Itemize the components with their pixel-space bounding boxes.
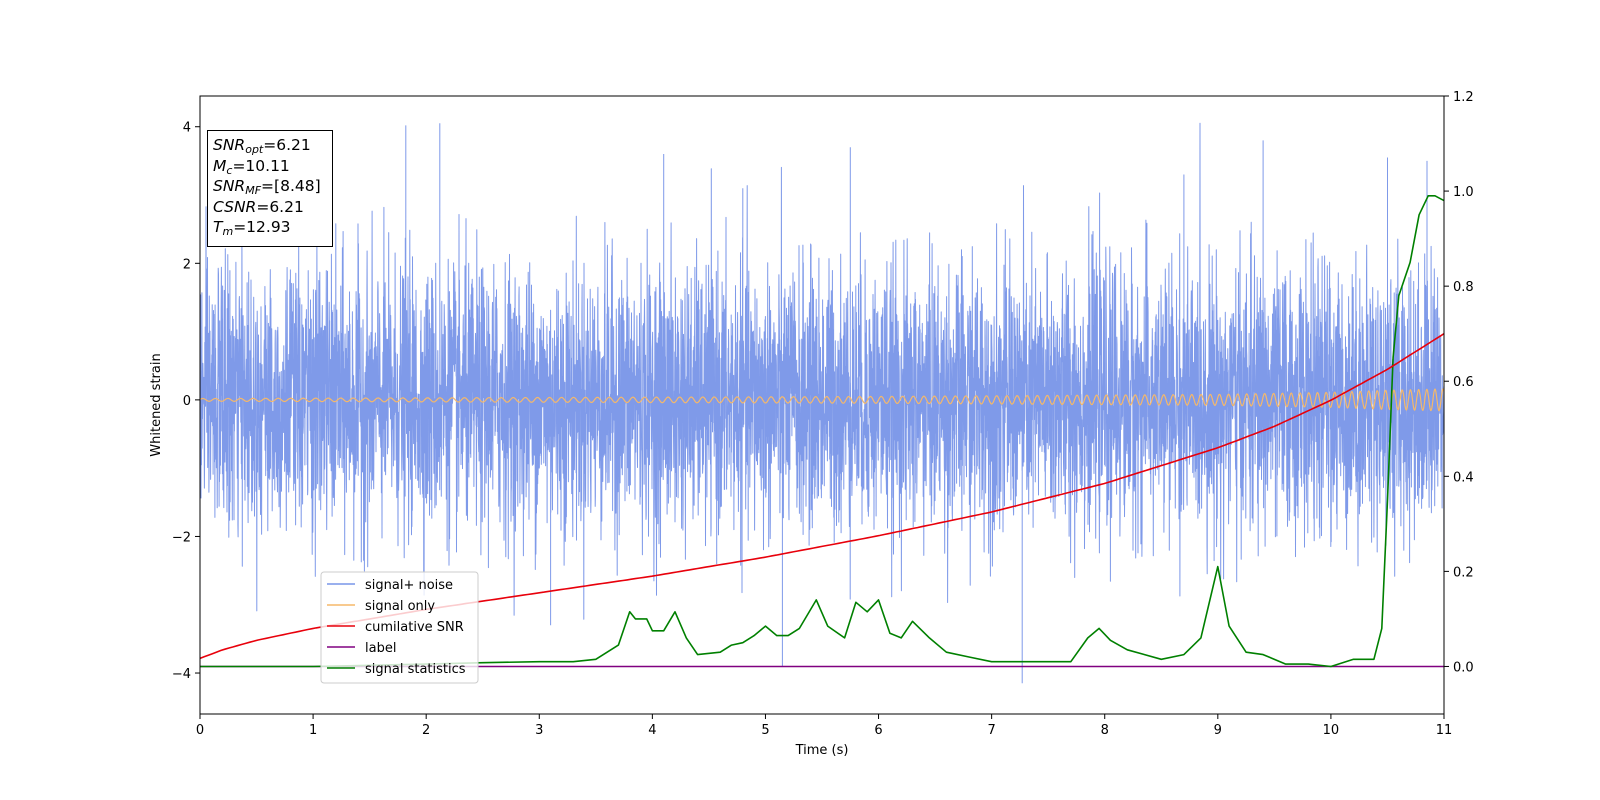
y-axis-left: 4 2 0 −2 −4 <box>172 121 200 682</box>
y-right-tick-label: 0.0 <box>1453 660 1474 675</box>
y-right-tick-label: 0.8 <box>1453 280 1474 295</box>
x-axis-label: Time (s) <box>795 743 849 758</box>
y-axis-label: Whitened strain <box>149 353 164 456</box>
x-tick-label: 11 <box>1436 723 1453 738</box>
legend-label-signal-statistics: signal statistics <box>365 662 466 677</box>
annotation-snr-opt: SNRopt=6.21 <box>213 136 311 156</box>
x-tick-label: 3 <box>535 723 543 738</box>
y-right-tick-label: 1.2 <box>1453 90 1474 105</box>
annotation-box: SNRopt=6.21 Mc=10.11 SNRMF=[8.48] CSNR=6… <box>207 130 333 247</box>
annotation-tm: Tm=12.93 <box>213 218 291 238</box>
x-tick-label: 5 <box>761 723 769 738</box>
y-right-tick-label: 1.0 <box>1453 185 1474 200</box>
x-tick-label: 1 <box>309 723 317 738</box>
y-tick-label: 2 <box>183 257 191 272</box>
x-tick-label: 4 <box>648 723 656 738</box>
annotation-csnr: CSNR=6.21 <box>213 197 304 216</box>
y-axis-right: 1.2 1.0 0.8 0.6 0.4 0.2 0.0 <box>1444 90 1474 675</box>
x-tick-label: 2 <box>422 723 430 738</box>
x-tick-label: 8 <box>1101 723 1109 738</box>
y-tick-label: −2 <box>172 530 191 545</box>
y-tick-label: 4 <box>183 121 191 136</box>
x-tick-label: 9 <box>1214 723 1222 738</box>
annotation-mc: Mc=10.11 <box>213 156 290 177</box>
x-tick-label: 7 <box>987 723 995 738</box>
legend: signal+ noise signal only cumilative SNR… <box>320 571 479 684</box>
axes-frame <box>199 95 1445 715</box>
y-right-tick-label: 0.6 <box>1453 375 1474 390</box>
series-signal-noise-line <box>200 122 1444 684</box>
y-tick-label: −4 <box>172 667 191 682</box>
x-tick-label: 6 <box>874 723 882 738</box>
annotation-snr-mf: SNRMF=[8.48] <box>213 177 321 197</box>
y-right-tick-label: 0.4 <box>1453 470 1474 485</box>
legend-frame <box>320 571 479 684</box>
y-tick-label: 0 <box>183 394 191 409</box>
legend-label-signal-only: signal only <box>365 599 435 614</box>
x-tick-label: 0 <box>196 723 204 738</box>
legend-label-signal-noise: signal+ noise <box>365 578 453 593</box>
y-right-tick-label: 0.2 <box>1453 565 1474 580</box>
x-axis: 0 1 2 3 4 5 6 7 8 9 10 11 <box>196 714 1452 738</box>
legend-label-cumilative-snr: cumilative SNR <box>365 620 464 635</box>
series-signal-only-line <box>200 388 1444 412</box>
series-signal-statistics-line <box>200 195 1444 668</box>
legend-label-label: label <box>365 641 396 656</box>
x-tick-label: 10 <box>1323 723 1340 738</box>
